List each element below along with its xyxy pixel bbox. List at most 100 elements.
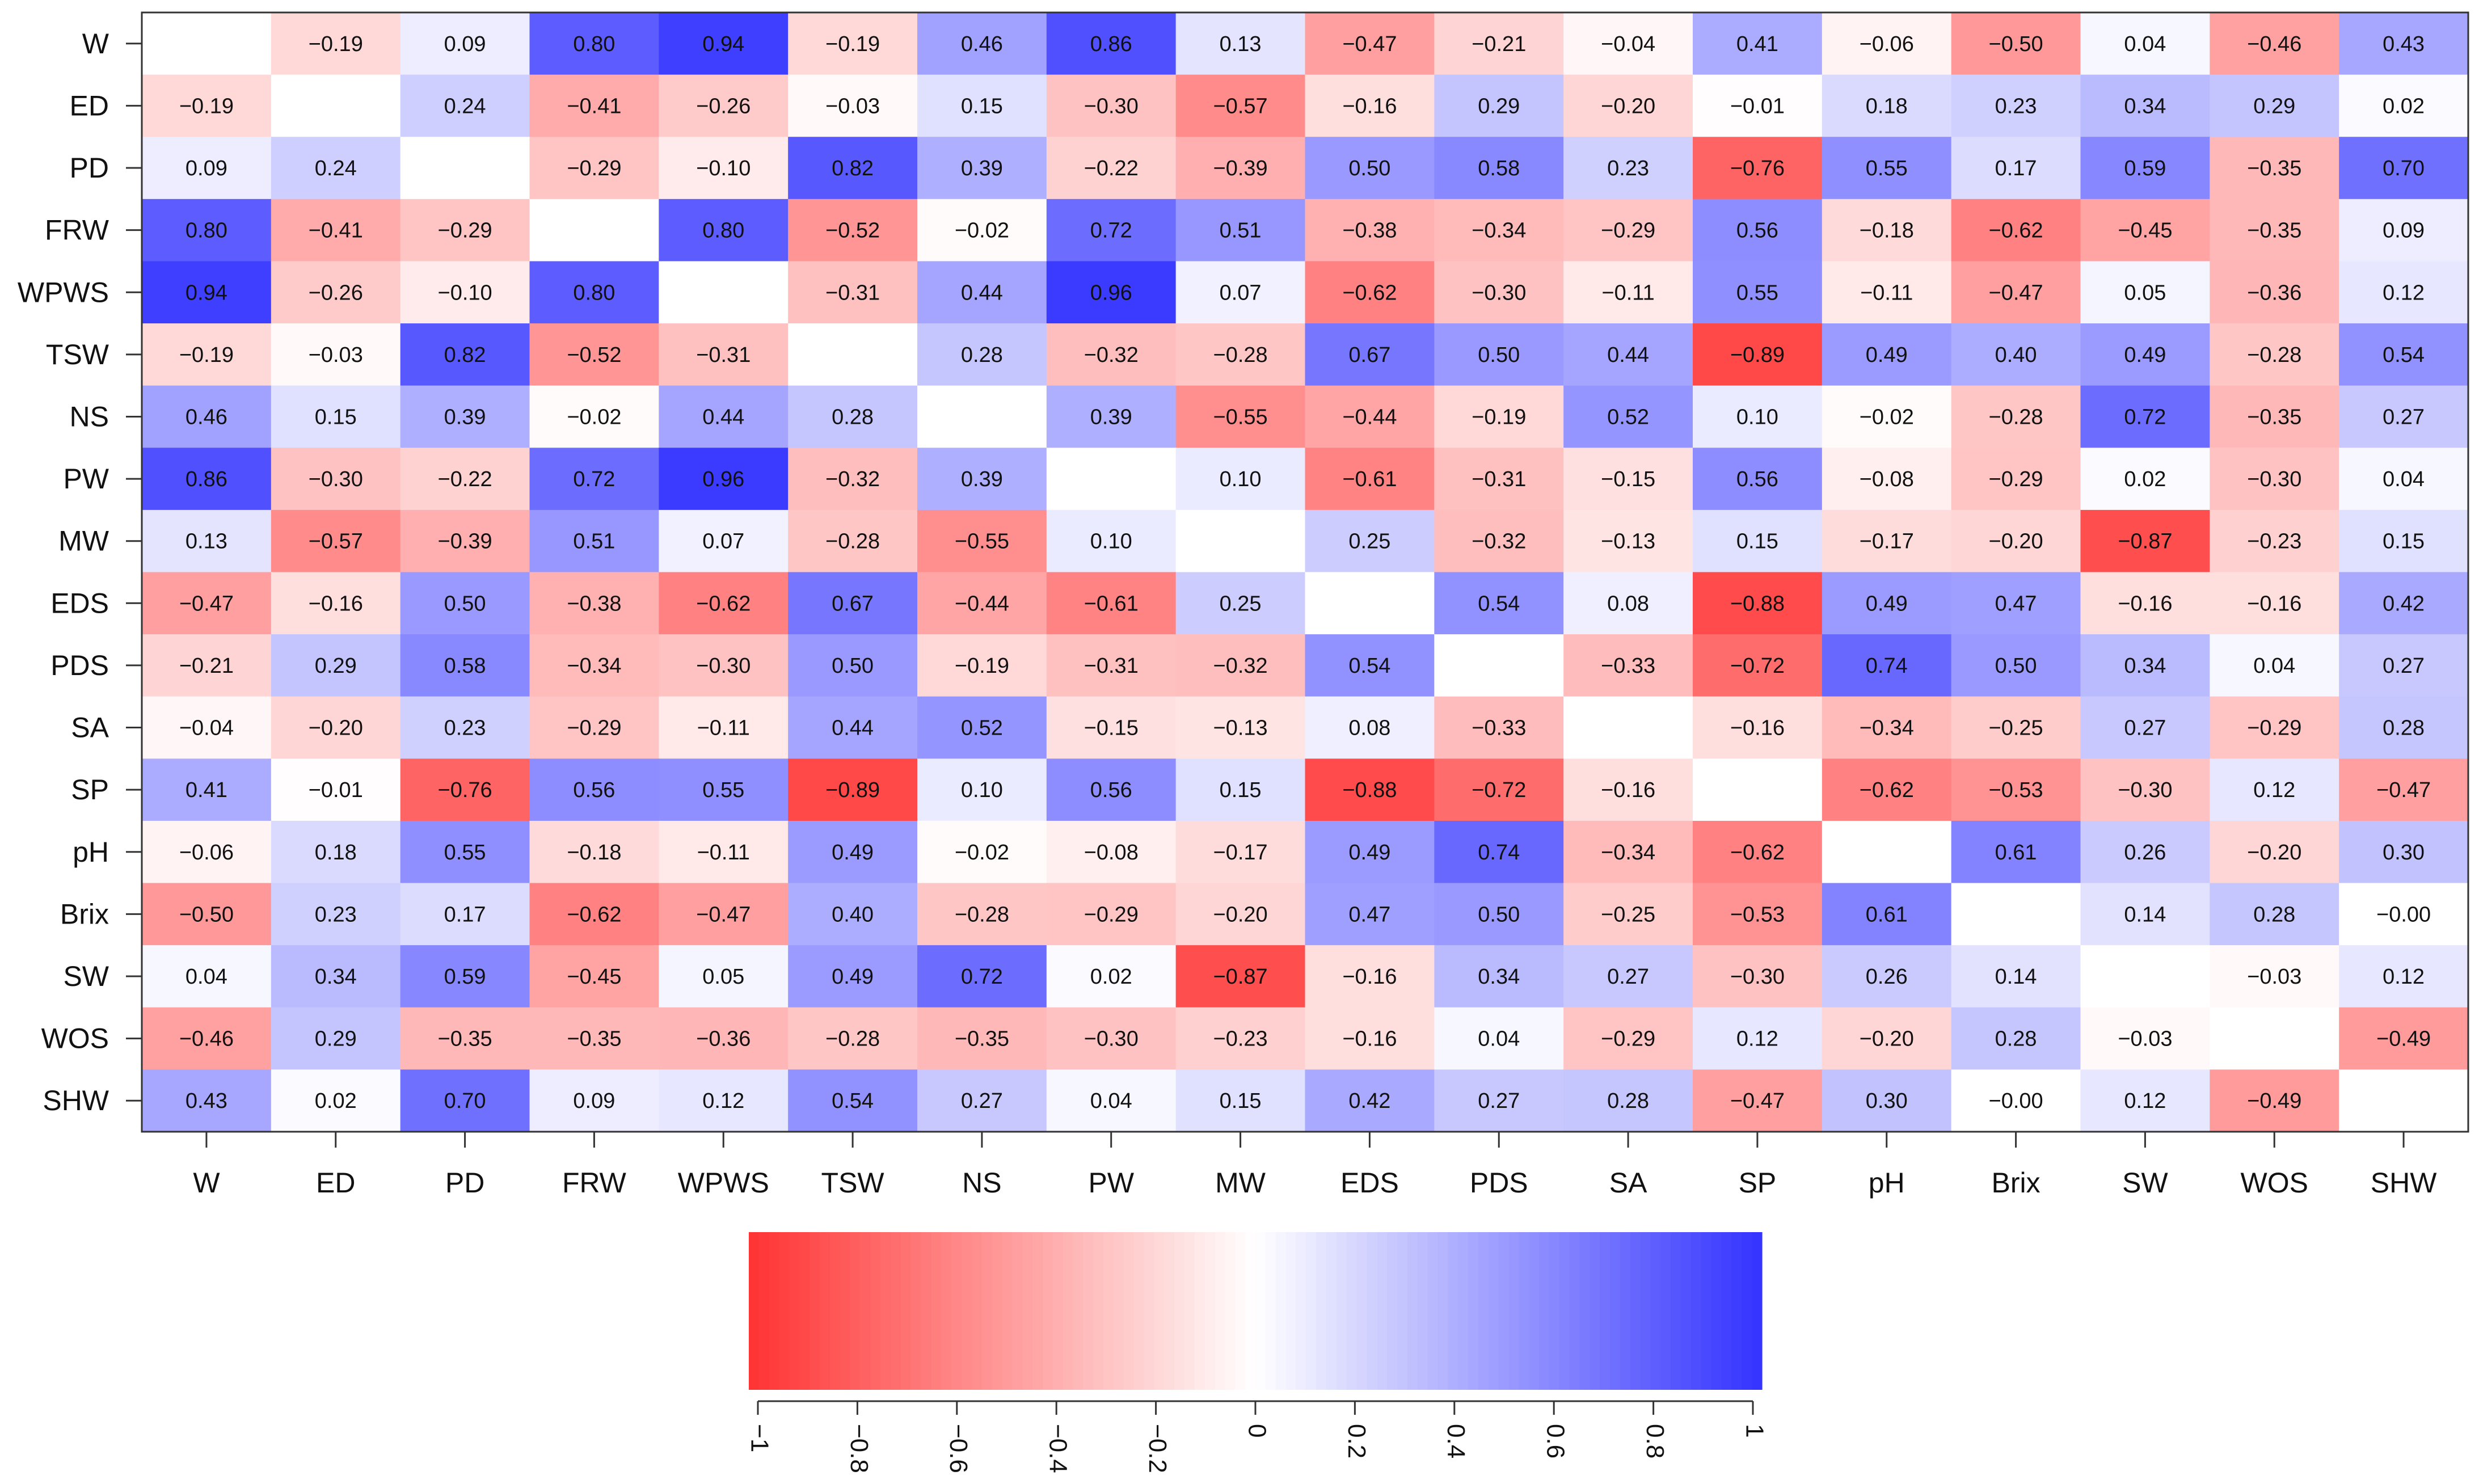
heatmap-cell — [529, 945, 659, 1008]
heatmap-cell — [2210, 74, 2339, 137]
cell-value-label: 0.17 — [444, 903, 486, 926]
heatmap-cell — [1563, 820, 1693, 884]
heatmap-cell — [142, 12, 272, 75]
cell-value-label: 0.42 — [1348, 1089, 1390, 1113]
colorbar-swatch — [799, 1232, 810, 1390]
heatmap-cell — [2080, 261, 2210, 324]
cell-value-label: 0.86 — [185, 467, 227, 491]
cell-value-label: 0.54 — [1478, 592, 1520, 615]
cell-value-label: −0.21 — [179, 654, 234, 678]
cell-value-label: 0.26 — [1866, 965, 1908, 989]
colorbar-swatch — [1579, 1232, 1590, 1390]
heatmap-cell — [271, 820, 401, 884]
heatmap-cell — [2210, 634, 2339, 697]
heatmap-cell — [1305, 385, 1435, 448]
cell-value-label: 0.82 — [832, 157, 874, 180]
y-tick-label: SHW — [43, 1085, 109, 1116]
heatmap-cell — [1563, 634, 1693, 697]
heatmap-cell — [1175, 634, 1306, 697]
heatmap-cell — [400, 385, 530, 448]
colorbar-swatch — [1326, 1232, 1337, 1390]
heatmap-cell — [142, 448, 272, 511]
heatmap-cell — [917, 572, 1047, 635]
heatmap-cell — [1434, 696, 1564, 759]
heatmap-cell — [142, 199, 272, 262]
cell-value-label: −0.35 — [2247, 219, 2301, 243]
heatmap-cell — [1046, 696, 1177, 759]
colorbar-swatch — [1002, 1232, 1013, 1390]
heatmap-cell — [2080, 385, 2210, 448]
colorbar-swatch — [1367, 1232, 1377, 1390]
cell-value-label: 0.29 — [1478, 94, 1520, 118]
heatmap-cell — [1951, 634, 2081, 697]
heatmap-cell — [659, 137, 789, 200]
cell-value-label: 0.02 — [2124, 467, 2166, 491]
heatmap-cell — [1563, 137, 1693, 200]
cell-value-label: 0.15 — [315, 405, 357, 429]
colorbar-tick-label: 0.4 — [1442, 1424, 1470, 1458]
cell-value-label: −0.32 — [1213, 654, 1268, 678]
cell-value-label: −0.26 — [696, 94, 751, 118]
heatmap-cell — [1046, 509, 1177, 573]
cell-value-label: −0.30 — [2118, 778, 2172, 802]
heatmap-cell — [1822, 137, 1952, 200]
heatmap-cell — [1822, 74, 1952, 137]
colorbar-swatch — [1387, 1232, 1398, 1390]
heatmap-cell — [400, 509, 530, 573]
heatmap-cell — [400, 883, 530, 946]
heatmap-cell — [1305, 448, 1435, 511]
heatmap-cell — [1693, 137, 1823, 200]
heatmap-cell — [1693, 385, 1823, 448]
heatmap-cell — [788, 1007, 918, 1070]
colorbar-swatch — [870, 1232, 881, 1390]
cell-value-label: −0.34 — [567, 654, 621, 678]
heatmap-cell — [659, 74, 789, 137]
cell-value-label: −0.29 — [438, 219, 492, 243]
heatmap-cell — [400, 74, 530, 137]
heatmap-cell — [1563, 1007, 1693, 1070]
cell-value-label: 0.43 — [185, 1089, 227, 1113]
heatmap-cell — [2339, 1069, 2469, 1132]
colorbar-tick-label: 1 — [1740, 1424, 1768, 1437]
cell-value-label: 0.04 — [2383, 467, 2425, 491]
y-tick-label: SP — [71, 774, 109, 806]
heatmap-cell — [1046, 261, 1177, 324]
cell-value-label: −0.21 — [1472, 32, 1526, 56]
cell-value-label: −0.36 — [696, 1027, 751, 1051]
cell-value-label: −0.28 — [1213, 343, 1268, 367]
heatmap-cell — [917, 323, 1047, 386]
cell-value-label: 0.12 — [2383, 281, 2425, 305]
cell-value-label: 0.15 — [1220, 778, 1262, 802]
cell-value-label: 0.10 — [1090, 530, 1132, 554]
cell-value-label: 0.49 — [1866, 592, 1908, 615]
heatmap-cell — [1175, 323, 1306, 386]
cell-value-label: 0.02 — [1090, 965, 1132, 989]
heatmap-cell — [2080, 199, 2210, 262]
y-tick-label: PD — [70, 152, 109, 184]
cell-value-label: −0.29 — [1989, 467, 2043, 491]
heatmap-cell — [659, 634, 789, 697]
colorbar-swatch — [1215, 1232, 1226, 1390]
heatmap-cell — [1822, 758, 1952, 821]
heatmap-cell — [1175, 758, 1306, 821]
x-tick-label: WOS — [2241, 1167, 2308, 1199]
cell-value-label: −0.89 — [1730, 343, 1785, 367]
colorbar-swatch — [1630, 1232, 1641, 1390]
heatmap-cell — [2080, 883, 2210, 946]
heatmap-cell — [1305, 758, 1435, 821]
cell-value-label: −0.32 — [1084, 343, 1139, 367]
cell-value-label: −0.39 — [438, 530, 492, 554]
cell-value-label: −0.16 — [1342, 1027, 1397, 1051]
x-tick-label: SW — [2122, 1167, 2168, 1199]
cell-value-label: 0.27 — [1607, 965, 1649, 989]
heatmap-cell — [917, 448, 1047, 511]
colorbar-swatch — [1448, 1232, 1458, 1390]
heatmap-cell — [142, 696, 272, 759]
cell-value-label: −0.52 — [825, 219, 880, 243]
heatmap-cell — [1563, 199, 1693, 262]
cell-value-label: 0.12 — [2124, 1089, 2166, 1113]
cell-value-label: −0.34 — [1601, 841, 1655, 865]
cell-value-label: 0.54 — [832, 1089, 874, 1113]
colorbar-tick-label: −0.6 — [945, 1424, 972, 1473]
cell-value-label: −0.29 — [2247, 716, 2301, 740]
